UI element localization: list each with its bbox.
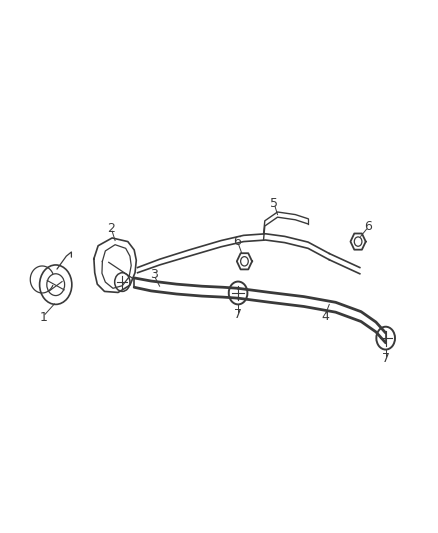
Text: 6: 6 [364, 220, 372, 233]
Text: 4: 4 [321, 310, 329, 323]
Text: 3: 3 [150, 268, 158, 281]
Text: 7: 7 [381, 352, 390, 366]
Text: 2: 2 [107, 222, 115, 235]
Text: 6: 6 [233, 235, 241, 247]
Text: 7: 7 [234, 308, 242, 321]
Text: 1: 1 [39, 311, 47, 324]
Text: 5: 5 [270, 197, 278, 209]
